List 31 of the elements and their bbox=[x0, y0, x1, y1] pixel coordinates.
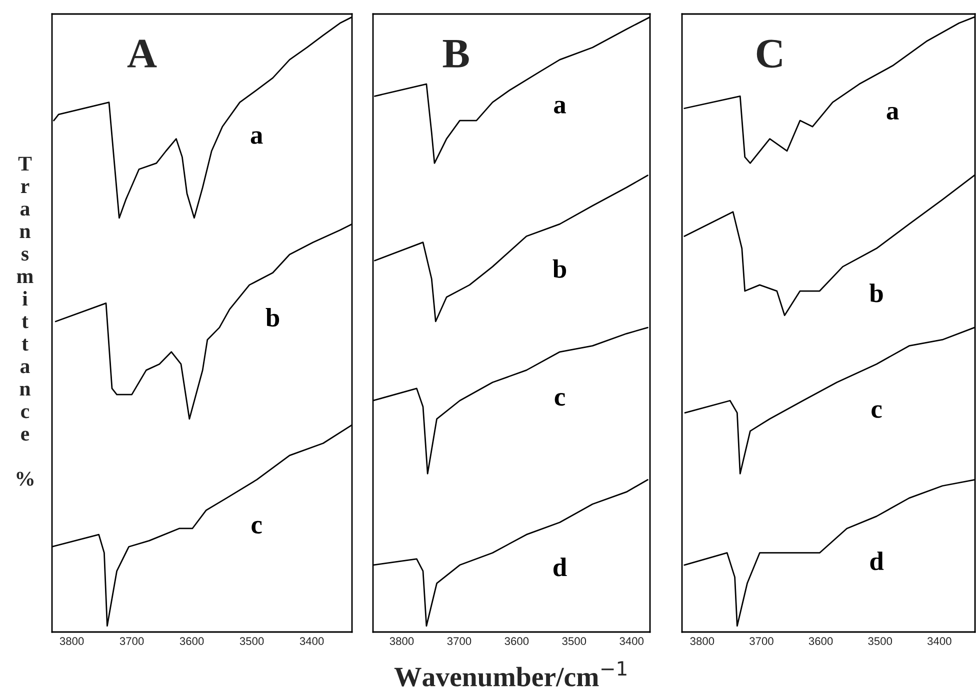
x-axis-title: Wavenumber/cm$^{−1}$ bbox=[394, 661, 626, 687]
series-label: c bbox=[554, 393, 565, 406]
chart-title: B bbox=[442, 40, 469, 68]
x-tick-label: 3600 bbox=[504, 637, 529, 646]
x-tick-label: 3600 bbox=[180, 637, 204, 646]
series-label: d bbox=[554, 558, 567, 576]
x-tick-label: 3400 bbox=[620, 637, 644, 646]
x-tick-label: 3700 bbox=[447, 637, 472, 646]
x-tick-label: 3700 bbox=[750, 637, 774, 646]
x-tick-label: 3700 bbox=[120, 637, 144, 646]
chart-title: C bbox=[756, 40, 782, 68]
x-tick-label: 3500 bbox=[240, 637, 264, 646]
x-tick-label: 3800 bbox=[690, 637, 714, 646]
x-tick-label: 3400 bbox=[300, 637, 324, 646]
x-tick-label: 3800 bbox=[60, 637, 84, 646]
series-label: b bbox=[552, 259, 566, 278]
series-label: b bbox=[870, 284, 883, 302]
series-label: b bbox=[266, 308, 280, 327]
chart-title: A bbox=[127, 40, 157, 68]
series-label: c bbox=[872, 405, 882, 418]
text: Transmittance % bbox=[16, 156, 34, 486]
x-tick-label: 3500 bbox=[868, 637, 892, 646]
x-tick-label: 3400 bbox=[927, 637, 952, 646]
series-label: c bbox=[252, 520, 262, 534]
series-label: d bbox=[870, 552, 884, 570]
series-label: a bbox=[554, 100, 566, 114]
series-label: a bbox=[250, 131, 263, 144]
x-tick-label: 3800 bbox=[390, 637, 414, 646]
x-tick-label: 3500 bbox=[562, 637, 586, 646]
x-tick-label: 3600 bbox=[808, 637, 833, 646]
series-label: a bbox=[886, 106, 899, 120]
